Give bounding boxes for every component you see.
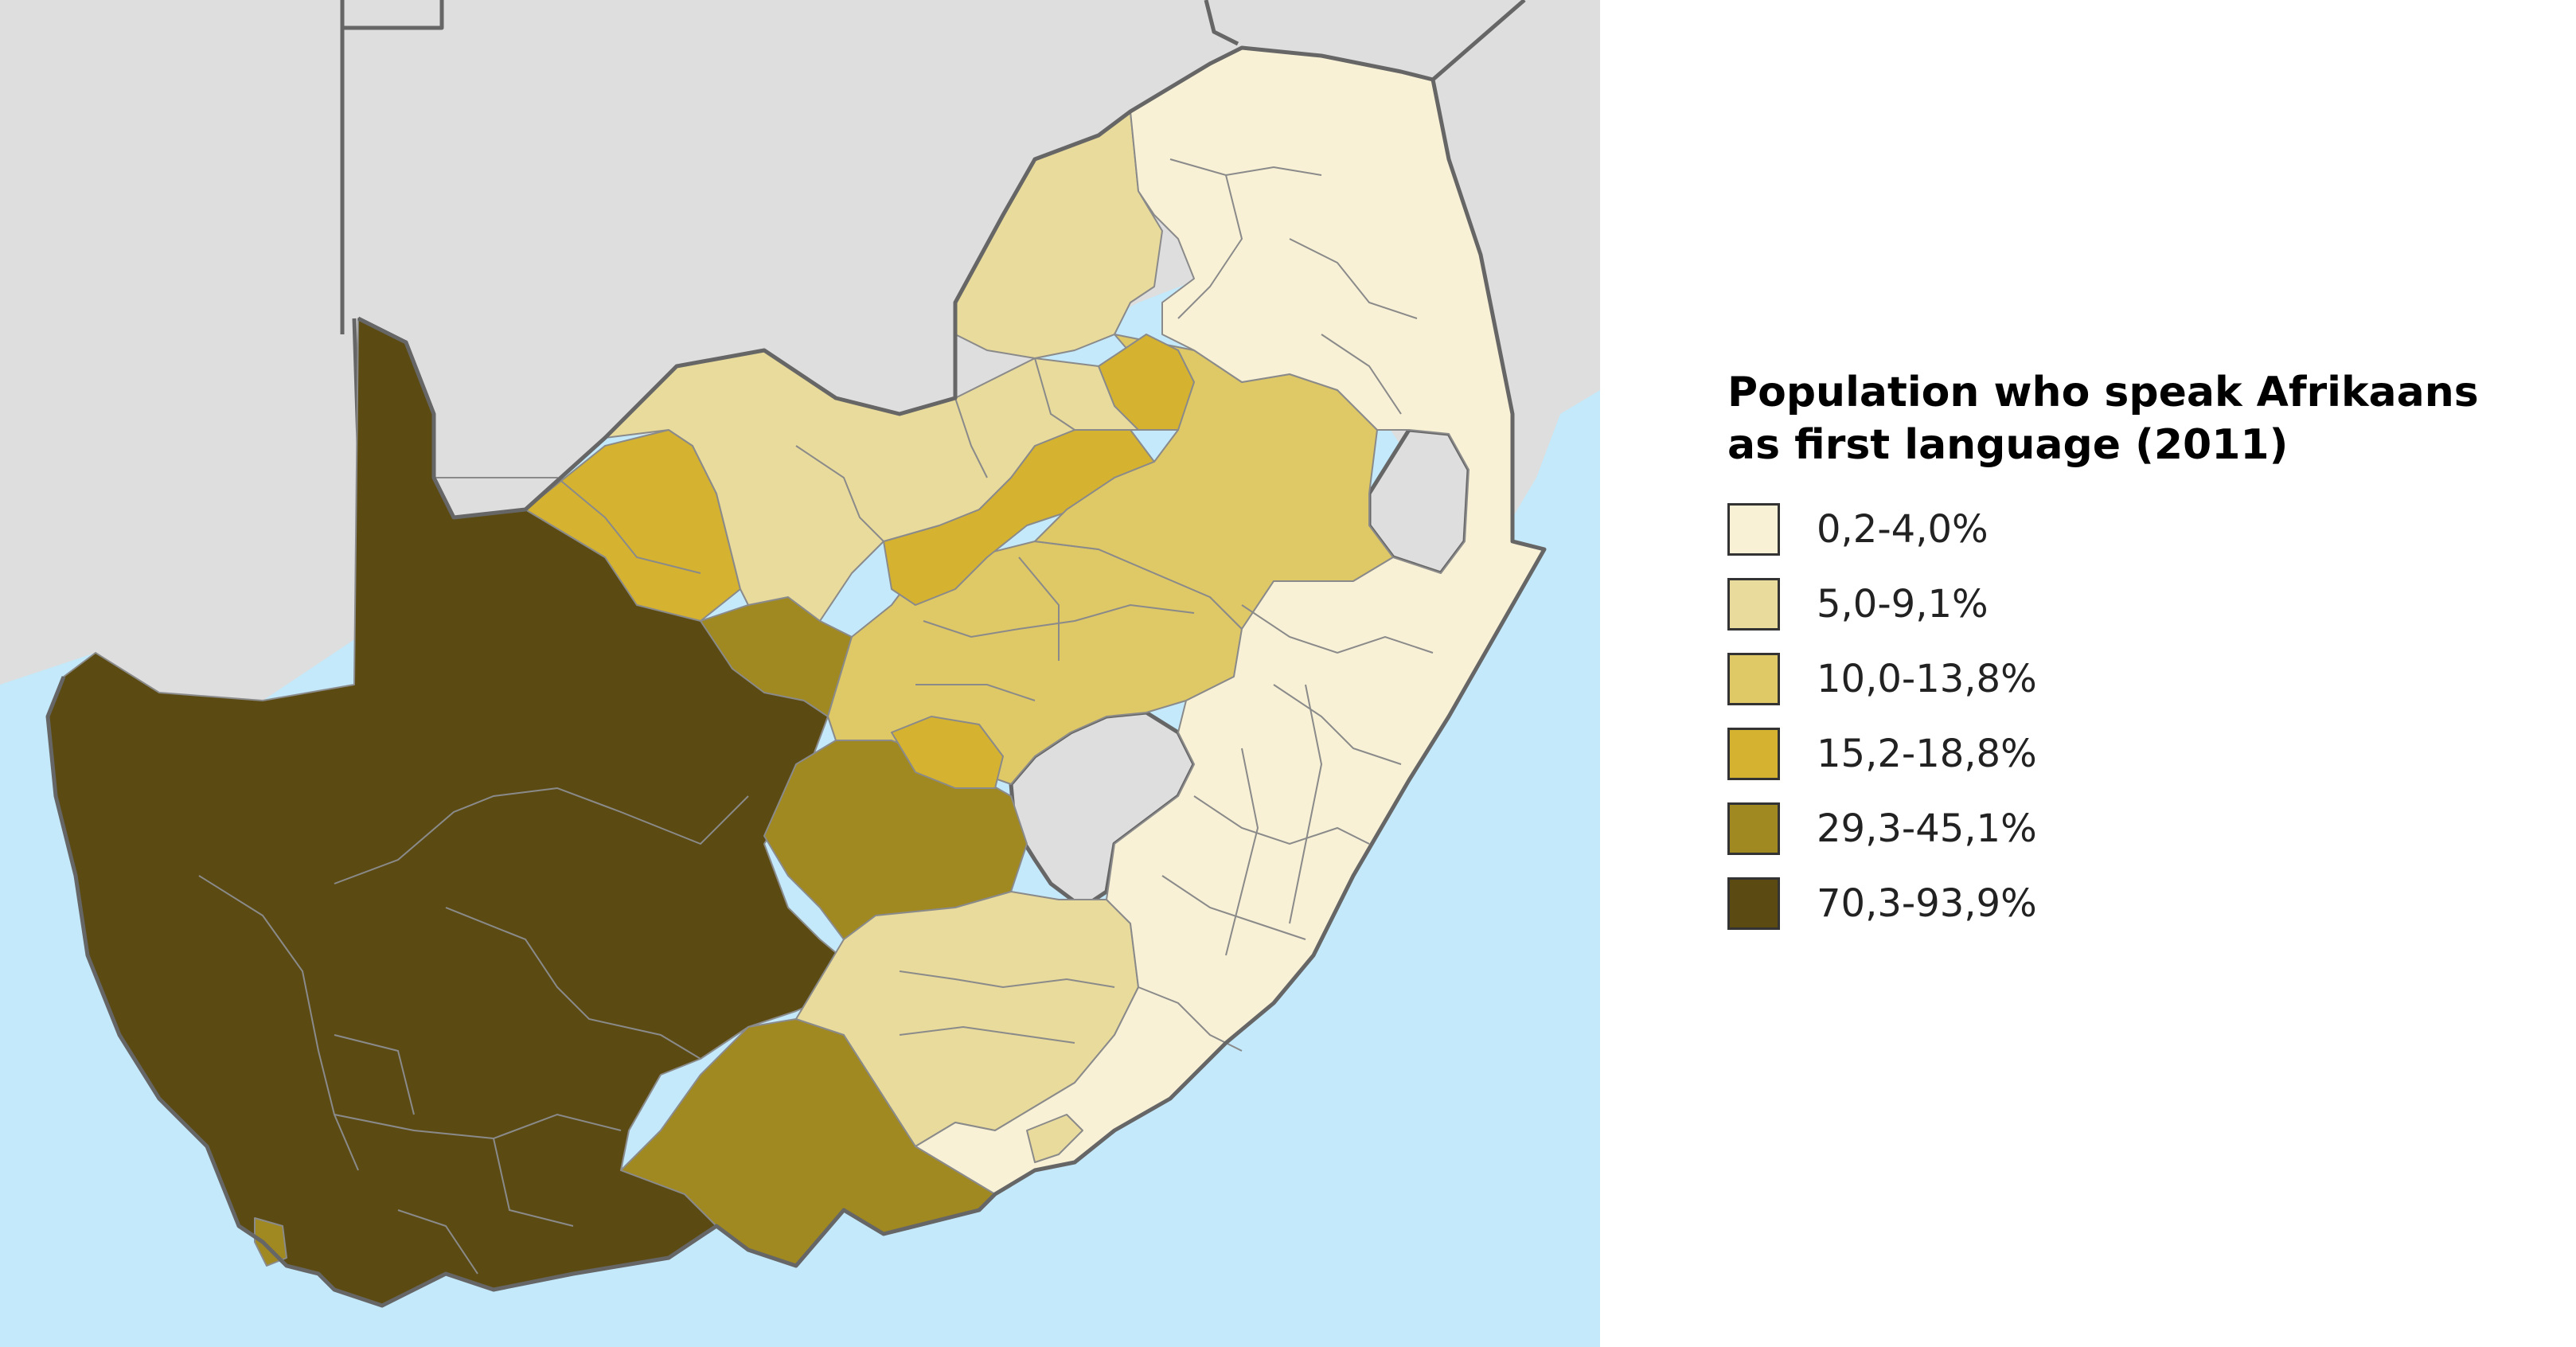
legend-item: 5,0-9,1%: [1727, 578, 2523, 631]
legend-item: 10,0-13,8%: [1727, 653, 2523, 705]
legend-title-line-1: Population who speak Afrikaans: [1727, 369, 2479, 416]
legend-label: 29,3-45,1%: [1817, 806, 2037, 851]
district-region: [1098, 334, 1195, 431]
legend-swatch: [1727, 728, 1780, 780]
legend-swatch: [1727, 653, 1780, 705]
legend-swatch: [1727, 578, 1780, 631]
legend-item: 29,3-45,1%: [1727, 802, 2523, 855]
legend-label: 5,0-9,1%: [1817, 582, 1989, 627]
district-region: [1026, 1114, 1083, 1163]
legend-label: 15,2-18,8%: [1817, 732, 2037, 776]
legend-label: 70,3-93,9%: [1817, 881, 2037, 926]
legend-title: Population who speak Afrikaans as first …: [1727, 366, 2523, 471]
legend-item: 70,3-93,9%: [1727, 877, 2523, 930]
district-boundaries: [198, 158, 1434, 1275]
legend-items: 0,2-4,0% 5,0-9,1% 10,0-13,8% 15,2-18,8% …: [1727, 503, 2523, 930]
legend-swatch: [1727, 503, 1780, 556]
legend-swatch: [1727, 802, 1780, 855]
district-region: [891, 716, 1004, 789]
legend-swatch: [1727, 877, 1780, 930]
legend-title-line-2: as first language (2011): [1727, 421, 2289, 469]
map-legend: Population who speak Afrikaans as first …: [1727, 366, 2523, 952]
legend-label: 0,2-4,0%: [1817, 507, 1989, 552]
south-africa-map: [0, 0, 1600, 1347]
legend-item: 0,2-4,0%: [1727, 503, 2523, 556]
legend-label: 10,0-13,8%: [1817, 657, 2037, 701]
legend-item: 15,2-18,8%: [1727, 728, 2523, 780]
district-regions: [47, 47, 1545, 1306]
country-outline: [45, 45, 1547, 1308]
neighbor-border: [340, 0, 1526, 693]
